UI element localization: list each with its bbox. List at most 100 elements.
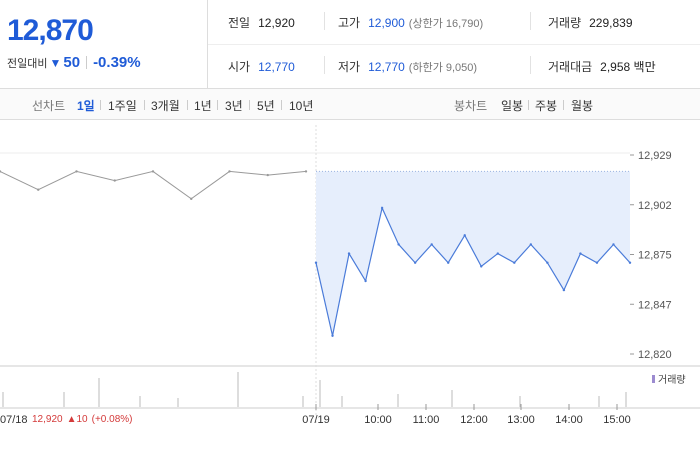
range-3m-tab[interactable]: 3개월: [151, 99, 180, 113]
divider: [528, 100, 529, 110]
price-point: [480, 265, 483, 268]
volume-legend-label: 거래량: [658, 375, 686, 386]
prev-day-point: [190, 197, 193, 201]
range-1d-tab[interactable]: 1일: [77, 99, 95, 113]
divider: [187, 100, 188, 110]
price-point: [447, 261, 450, 264]
prev-day-point: [304, 170, 308, 173]
y-tick-label: 12,847: [638, 299, 672, 311]
price-point: [612, 243, 615, 246]
stat-trade-value: 거래대금 2,958 백만: [548, 58, 656, 75]
y-tick-label: 12,875: [638, 250, 672, 262]
divider: [324, 56, 325, 74]
down-triangle-icon: ▼: [49, 55, 62, 70]
x-tick-label: 10:00: [364, 414, 392, 426]
prev-day-point: [266, 173, 269, 177]
line-chart-label: 선차트: [32, 99, 66, 113]
candle-weekly-tab[interactable]: 주봉: [535, 99, 558, 113]
stat-open: 시가 12,770: [228, 58, 295, 75]
range-1w-tab[interactable]: 1주일: [108, 99, 137, 113]
price-point: [413, 261, 417, 264]
price-line: [315, 206, 631, 336]
stat-label: 저가: [338, 60, 361, 74]
price-point: [430, 243, 433, 246]
price-box: 12,870 전일대비 ▼ 50 -0.39%: [0, 0, 208, 88]
prev-day-point: [37, 188, 40, 191]
x-tick-label: 07/19: [302, 414, 330, 426]
price-chart-svg: 12,929 12,902 12,875 12,847 12,820 07/19 10:0…: [0, 125, 700, 426]
divider: [144, 100, 145, 110]
x-tick-label: 13:00: [507, 414, 535, 426]
divider: [249, 100, 250, 110]
price-point: [595, 261, 599, 264]
prev-day-info: 12,920 ▲10 (+0.08%): [32, 414, 132, 425]
stat-sub: (하한가 9,050): [408, 62, 478, 74]
stat-label: 거래대금: [548, 60, 593, 74]
price-point: [546, 261, 549, 264]
x-tick-label: 12:00: [460, 414, 488, 426]
candle-daily-tab[interactable]: 일봉: [501, 99, 524, 113]
stats-panel: 전일 12,920 고가 12,900 (상한가 16,790) 거래량 229,839…: [208, 0, 700, 88]
stat-prev-close: 전일 12,920: [228, 14, 295, 31]
change-amount: 50: [63, 54, 81, 71]
change-label: 전일대비: [7, 57, 48, 70]
price-chart: 12,929 12,902 12,875 12,847 12,820 07/19 10:0…: [0, 120, 700, 450]
x-tick-label: 15:00: [603, 414, 631, 426]
price-point: [331, 334, 334, 337]
prev-day-line: [0, 170, 307, 200]
y-tick-label: 12,902: [638, 200, 672, 212]
stat-value: 229,839: [589, 16, 633, 30]
price-point: [364, 279, 367, 283]
price-point: [579, 252, 582, 255]
stat-label: 시가: [228, 60, 251, 74]
prev-day-point: [228, 170, 231, 173]
range-10y-tab[interactable]: 10년: [289, 99, 314, 113]
stat-value: 12,770: [368, 60, 405, 74]
price-point: [347, 252, 351, 255]
divider: [530, 12, 531, 30]
divider: [86, 56, 88, 69]
stat-volume: 거래량 229,839: [548, 14, 633, 31]
candle-monthly-tab[interactable]: 월봉: [571, 99, 594, 113]
stat-label: 고가: [338, 16, 361, 30]
prev-day-point: [113, 179, 116, 182]
divider: [563, 100, 564, 110]
price-point: [380, 206, 384, 210]
stat-sub: (상한가 16,790): [408, 18, 484, 30]
divider: [100, 100, 101, 110]
current-price: 12,870: [7, 14, 94, 47]
divider: [281, 100, 282, 110]
range-1y-tab[interactable]: 1년: [194, 99, 212, 113]
change-percent: -0.39%: [93, 54, 141, 71]
prev-close-value: 12,920: [32, 414, 63, 425]
price-point: [628, 261, 632, 264]
y-tick-label: 12,929: [638, 150, 672, 162]
price-point: [513, 261, 516, 264]
stat-value: 12,900: [368, 16, 405, 30]
x-tick-label: 11:00: [413, 414, 440, 426]
prev-day-point: [0, 170, 2, 173]
stats-row: 시가 12,770 저가 12,770 (하한가 9,050) 거래대금 2,958 백…: [208, 44, 700, 88]
quote-header: 12,870 전일대비 ▼ 50 -0.39% 전일 12,920 고가 12,90…: [0, 0, 700, 89]
stat-label: 거래량: [548, 16, 582, 30]
prev-day-point: [151, 170, 155, 173]
price-point: [397, 243, 400, 246]
price-point: [463, 234, 466, 237]
stat-value: 12,920: [258, 16, 295, 30]
candle-chart-label: 봉차트: [454, 99, 488, 113]
range-5y-tab[interactable]: 5년: [257, 99, 275, 113]
y-tick-label: 12,820: [638, 349, 672, 361]
prev-change: ▲10: [66, 414, 88, 425]
reference-area: [316, 171, 630, 336]
stat-high: 고가 12,900 (상한가 16,790): [338, 14, 483, 31]
stat-low: 저가 12,770 (하한가 9,050): [338, 58, 477, 75]
stat-value: 12,770: [258, 60, 295, 74]
volume-legend: 거래량: [652, 371, 686, 386]
range-3y-tab[interactable]: 3년: [225, 99, 243, 113]
change-row: 전일대비 ▼ 50 -0.39%: [7, 54, 141, 71]
price-point: [529, 243, 533, 246]
volume-swatch: [652, 375, 655, 383]
stat-label: 전일: [228, 16, 251, 30]
stats-row: 전일 12,920 고가 12,900 (상한가 16,790) 거래량 229,839: [208, 0, 700, 45]
stat-value: 2,958 백만: [600, 60, 656, 74]
